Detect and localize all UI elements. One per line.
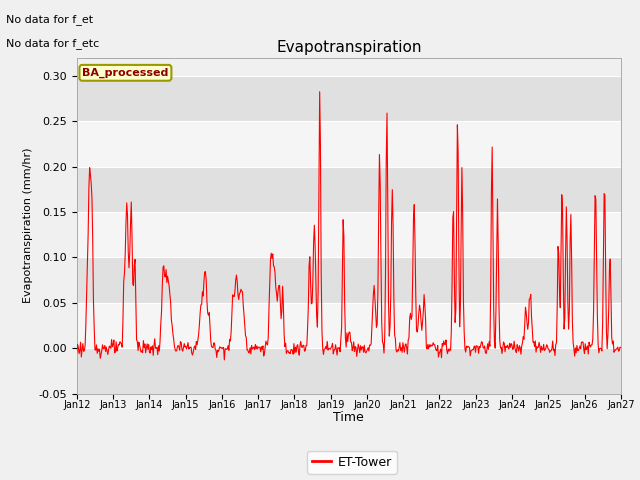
Bar xyxy=(77,76,621,121)
Bar xyxy=(77,348,621,394)
Bar xyxy=(77,257,621,303)
Bar xyxy=(77,167,621,212)
Text: BA_processed: BA_processed xyxy=(82,68,168,78)
Y-axis label: Evapotranspiration (mm/hr): Evapotranspiration (mm/hr) xyxy=(23,148,33,303)
X-axis label: Time: Time xyxy=(333,411,364,424)
Bar xyxy=(77,121,621,167)
Legend: ET-Tower: ET-Tower xyxy=(307,451,397,474)
Title: Evapotranspiration: Evapotranspiration xyxy=(276,40,422,55)
Bar xyxy=(77,212,621,257)
Text: No data for f_etc: No data for f_etc xyxy=(6,38,100,49)
Bar xyxy=(77,303,621,348)
Text: No data for f_et: No data for f_et xyxy=(6,14,93,25)
